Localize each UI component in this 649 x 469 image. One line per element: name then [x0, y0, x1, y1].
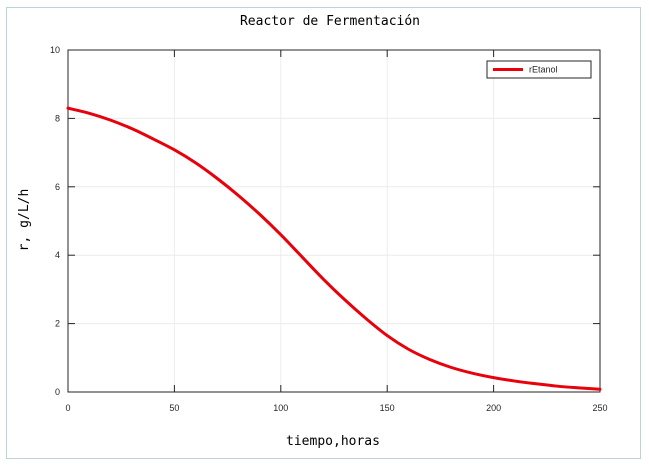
- legend-label: rEtanol: [529, 65, 558, 75]
- x-tick-label: 250: [592, 403, 607, 413]
- y-tick-label: 0: [55, 387, 60, 397]
- x-tick-label: 150: [380, 403, 395, 413]
- y-axis-label: r, g/L/h: [17, 189, 32, 252]
- y-tick-label: 4: [55, 250, 60, 260]
- x-axis-label: tiempo,horas: [286, 434, 380, 449]
- chart-title: Reactor de Fermentación: [240, 14, 420, 29]
- y-tick-label: 8: [55, 113, 60, 123]
- y-tick-label: 6: [55, 182, 60, 192]
- y-tick-label: 2: [55, 319, 60, 329]
- x-tick-label: 0: [65, 403, 70, 413]
- x-tick-label: 200: [486, 403, 501, 413]
- plot-area-border: [67, 49, 601, 393]
- legend-box: [486, 60, 592, 79]
- x-tick-label: 100: [273, 403, 288, 413]
- y-tick-label: 10: [50, 45, 60, 55]
- x-tick-label: 50: [169, 403, 179, 413]
- series-line-retanol: [66, 106, 602, 391]
